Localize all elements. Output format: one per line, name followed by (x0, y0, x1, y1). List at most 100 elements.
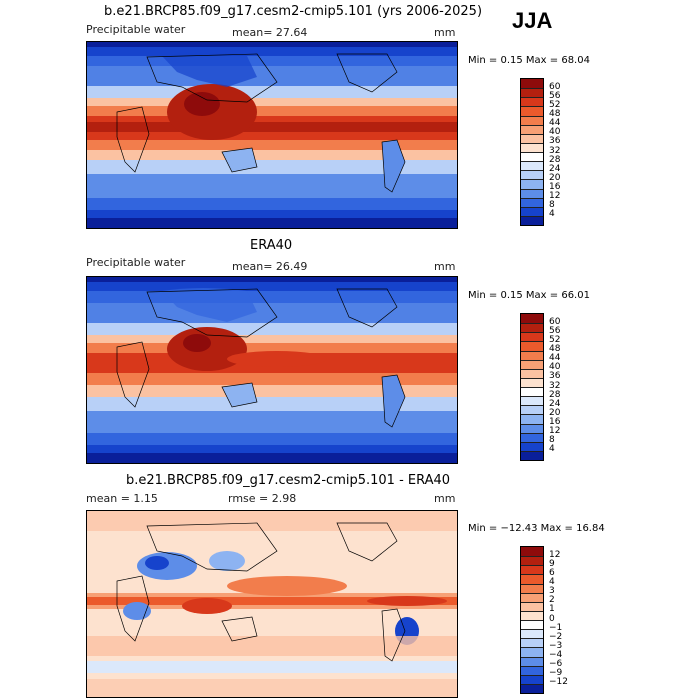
colorbar-tick-label: 60 (549, 81, 561, 92)
colorbar-swatch (521, 152, 543, 162)
colorbar-tick-label: −4 (549, 650, 563, 660)
colorbar-tick-label: 0 (549, 613, 555, 624)
colorbar-swatch (521, 574, 543, 584)
colorbar-tick-label: 52 (549, 99, 561, 110)
colorbar-tick-label: 24 (549, 163, 561, 174)
panel-3-colorbar-segments (521, 547, 543, 693)
colorbar-swatch (521, 368, 543, 378)
colorbar-swatch (521, 656, 543, 666)
colorbar-tick-label: 56 (549, 325, 561, 336)
colorbar-swatch (521, 629, 543, 639)
colorbar-tick-label: −3 (549, 640, 563, 651)
colorbar-tick-label: 40 (549, 127, 561, 138)
panel-1-units: mm (434, 26, 456, 39)
colorbar-tick-label: −12 (549, 677, 568, 688)
colorbar-tick-label: 52 (549, 334, 561, 345)
colorbar-swatch (521, 79, 543, 89)
panel-1-mean: mean= 27.64 (232, 26, 308, 39)
colorbar-tick-label: 36 (549, 136, 561, 147)
colorbar-swatch (521, 359, 543, 369)
colorbar-tick-label: 12 (549, 191, 561, 202)
colorbar-tick-label: −6 (549, 659, 563, 670)
colorbar-tick-label: −2 (549, 631, 563, 642)
panel-2-map (86, 276, 458, 464)
panel-3-units: mm (434, 492, 456, 505)
panel-1-map (86, 41, 458, 229)
colorbar-swatch (521, 674, 543, 684)
colorbar-tick-label: 56 (549, 90, 561, 101)
colorbar-tick-label: 60 (549, 316, 561, 327)
colorbar-swatch (521, 341, 543, 351)
colorbar-swatch (521, 115, 543, 125)
panel-3-map (86, 510, 458, 698)
colorbar-swatch (521, 647, 543, 657)
colorbar-swatch (521, 441, 543, 451)
colorbar-swatch (521, 583, 543, 593)
panel-2-colorbar (520, 313, 544, 461)
panel-2-units: mm (434, 260, 456, 273)
colorbar-tick-label: 4 (549, 577, 555, 587)
colorbar-tick-label: 12 (549, 426, 561, 437)
panel-1-minmax: Min = 0.15 Max = 68.04 (468, 55, 590, 66)
colorbar-swatch (521, 314, 543, 324)
colorbar-tick-label: −9 (549, 668, 563, 679)
panel-1-colorbar (520, 78, 544, 226)
colorbar-swatch (521, 610, 543, 620)
colorbar-tick-label: 36 (549, 371, 561, 382)
panel-3-contour-field (87, 511, 457, 697)
colorbar-tick-label: 8 (549, 200, 555, 211)
colorbar-swatch (521, 396, 543, 406)
colorbar-tick-label: 8 (549, 435, 555, 446)
colorbar-swatch (521, 206, 543, 216)
colorbar-swatch (521, 215, 543, 225)
colorbar-swatch (521, 665, 543, 675)
colorbar-swatch (521, 197, 543, 207)
colorbar-swatch (521, 547, 543, 557)
colorbar-swatch (521, 188, 543, 198)
colorbar-tick-label: 3 (549, 586, 555, 597)
panel-3-mean: mean = 1.15 (86, 492, 158, 505)
colorbar-tick-label: 12 (549, 549, 561, 560)
colorbar-tick-label: 28 (549, 154, 561, 165)
colorbar-swatch (521, 161, 543, 171)
colorbar-swatch (521, 592, 543, 602)
panel-1-field-label: Precipitable water (86, 23, 186, 36)
colorbar-tick-label: 20 (549, 407, 561, 418)
colorbar-swatch (521, 124, 543, 134)
panel-2-contour-field (87, 277, 457, 463)
colorbar-swatch (521, 405, 543, 415)
colorbar-swatch (521, 450, 543, 460)
colorbar-swatch (521, 565, 543, 575)
panel-1-colorbar-segments (521, 79, 543, 225)
colorbar-tick-label: 44 (549, 353, 561, 364)
colorbar-swatch (521, 377, 543, 387)
colorbar-swatch (521, 620, 543, 630)
colorbar-swatch (521, 88, 543, 98)
panel-1-contour-field (87, 42, 457, 228)
panel-3-colorbar (520, 546, 544, 694)
colorbar-swatch (521, 414, 543, 424)
colorbar-tick-label: 4 (549, 444, 555, 455)
colorbar-tick-label: 24 (549, 398, 561, 409)
colorbar-swatch (521, 142, 543, 152)
colorbar-swatch (521, 350, 543, 360)
colorbar-swatch (521, 601, 543, 611)
colorbar-swatch (521, 170, 543, 180)
colorbar-tick-label: −1 (549, 622, 563, 633)
colorbar-swatch (521, 683, 543, 693)
panel-2-colorbar-segments (521, 314, 543, 460)
panel-2-title: ERA40 (250, 238, 293, 253)
panel-3-minmax: Min = −12.43 Max = 16.84 (468, 523, 605, 534)
panel-1-title: b.e21.BRCP85.f09_g17.cesm2-cmip5.101 (yr… (104, 4, 483, 19)
colorbar-tick-label: 32 (549, 145, 561, 156)
colorbar-swatch (521, 332, 543, 342)
colorbar-tick-label: 4 (549, 209, 555, 220)
colorbar-tick-label: 40 (549, 362, 561, 373)
season-label: JJA (512, 8, 553, 33)
colorbar-swatch (521, 106, 543, 116)
panel-2-minmax: Min = 0.15 Max = 66.01 (468, 290, 590, 301)
colorbar-tick-label: 32 (549, 380, 561, 391)
colorbar-tick-label: 48 (549, 109, 561, 119)
panel-3-rmse: rmse = 2.98 (228, 492, 297, 505)
colorbar-tick-label: 6 (549, 567, 555, 578)
